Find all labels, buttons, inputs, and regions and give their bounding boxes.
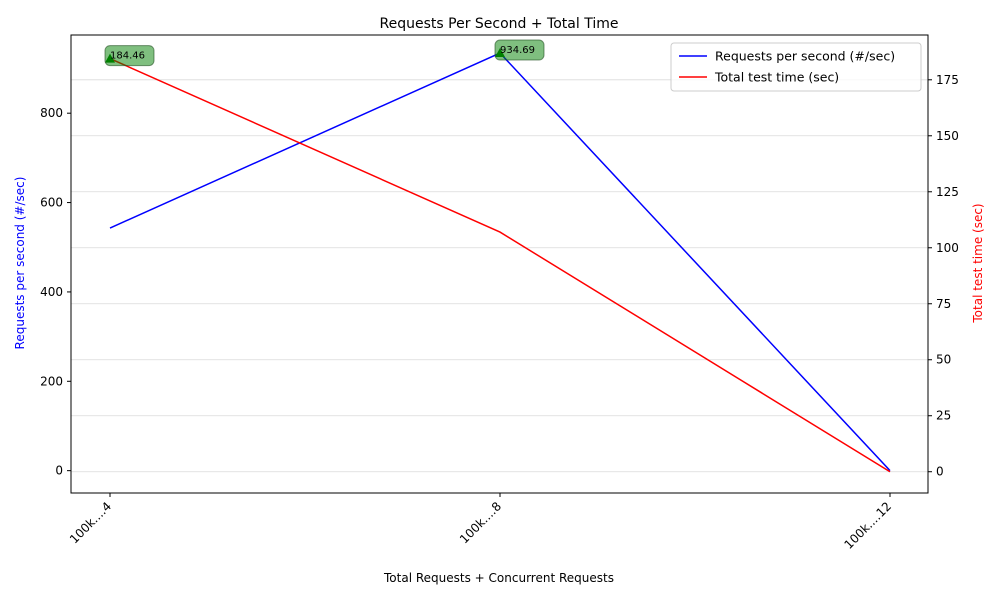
right-tick-label: 125 (936, 185, 959, 199)
legend: Requests per second (#/sec) Total test ti… (670, 42, 922, 92)
left-tick-label: 600 (40, 196, 63, 210)
left-y-axis: 0 200 400 600 800 (40, 106, 71, 478)
x-tick-label: 100k....12 (842, 499, 895, 552)
legend-label: Requests per second (#/sec) (715, 49, 895, 64)
series-line (109, 57, 891, 473)
right-tick-label: 50 (936, 353, 951, 367)
annotation-box (494, 39, 545, 61)
x-tick-label: 100k....8 (457, 499, 504, 546)
right-tick-label: 150 (936, 129, 959, 143)
right-tick-label: 175 (936, 73, 959, 87)
x-axis-title: Total Requests + Concurrent Requests (383, 571, 614, 585)
left-axis-title: Requests per second (#/sec) (13, 177, 27, 350)
right-tick-label: 25 (936, 409, 951, 423)
right-axis-title: Total test time (sec) (971, 203, 985, 323)
annotations: 184.46 934.69 (104, 39, 545, 67)
left-tick-label: 0 (55, 464, 63, 478)
series-line (109, 52, 891, 472)
x-tick-label: 100k....4 (67, 499, 114, 546)
left-tick-label: 200 (40, 374, 63, 388)
legend-label: Total test time (sec) (714, 70, 839, 85)
legend-frame (670, 42, 922, 92)
right-y-axis: 0 25 50 75 100 125 150 175 (928, 73, 959, 479)
grid-lines (71, 79, 928, 473)
right-tick-label: 0 (936, 465, 944, 479)
series-lines (109, 52, 891, 473)
annotation-label: 934.69 (500, 45, 535, 56)
chart-title: Requests Per Second + Total Time (380, 16, 619, 32)
left-tick-label: 800 (40, 106, 63, 120)
left-tick-label: 400 (40, 285, 63, 299)
annotation-label: 184.46 (110, 51, 145, 62)
right-tick-label: 75 (936, 297, 951, 311)
x-axis: 100k....4 100k....8 100k....12 (67, 493, 894, 552)
plot-frame (70, 34, 929, 494)
right-tick-label: 100 (936, 241, 959, 255)
annotation-box (104, 45, 155, 67)
